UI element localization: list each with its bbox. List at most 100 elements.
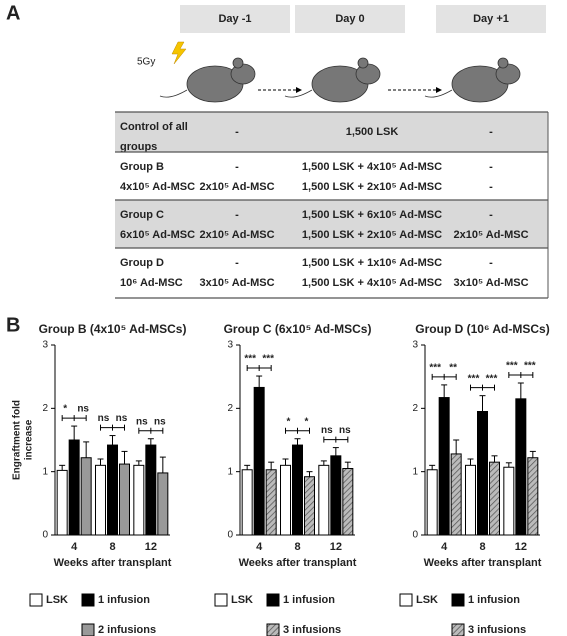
significance-label: ***	[429, 363, 441, 374]
mouse-icon	[159, 57, 256, 103]
bar	[280, 464, 291, 536]
y-tick-label: 0	[227, 530, 233, 541]
bar	[265, 469, 277, 536]
significance-label: ***	[468, 373, 480, 384]
x-tick-label: 4	[71, 541, 78, 553]
significance-label: ns	[77, 404, 89, 415]
y-tick-label: 3	[227, 340, 233, 351]
bar	[133, 464, 145, 536]
legend-label: 3 infusions	[468, 624, 526, 636]
y-tick-label: 0	[42, 530, 48, 541]
significance-label: ns	[136, 416, 148, 427]
arrow-head	[436, 87, 442, 93]
table-cell: -	[489, 181, 493, 193]
significance-label: ns	[154, 416, 166, 427]
table-cell: Group B	[120, 161, 164, 173]
table-cell: 1,500 LSK	[346, 126, 399, 138]
table-cell: 1,500 LSK + 2x10⁵ Ad-MSC	[302, 229, 442, 241]
table-row	[115, 112, 548, 152]
y-tick-label: 1	[42, 466, 48, 477]
legend-swatch	[29, 593, 43, 607]
bar	[157, 472, 169, 536]
chart-title: Group B (4x10⁵ Ad-MSCs)	[39, 322, 187, 336]
x-axis-label: Weeks after transplant	[239, 557, 357, 569]
day-header: Day -1	[218, 13, 251, 25]
legend-label: 1 infusion	[283, 594, 335, 606]
chart-title: Group D (10⁶ Ad-MSCs)	[415, 322, 549, 336]
table-cell: 4x10⁵ Ad-MSC	[120, 181, 195, 193]
day-header: Day 0	[335, 13, 364, 25]
table-cell: -	[235, 209, 239, 221]
y-tick-label: 1	[227, 466, 233, 477]
table-cell: -	[235, 257, 239, 269]
mouse-icon	[424, 57, 521, 103]
panel-label: A	[6, 2, 20, 24]
table-cell: 2x10⁵ Ad-MSC	[199, 229, 274, 241]
bar	[342, 468, 354, 536]
bar	[318, 464, 330, 536]
bar	[107, 444, 118, 536]
table-cell: -	[489, 257, 493, 269]
lightning-icon	[171, 41, 187, 65]
table-cell: groups	[120, 141, 157, 153]
legend-swatch	[81, 623, 95, 636]
legend-label: 1 infusion	[98, 594, 150, 606]
table-cell: 3x10⁵ Ad-MSC	[453, 277, 528, 289]
x-tick-label: 4	[441, 541, 448, 553]
bar	[119, 463, 130, 536]
significance-label: ***	[486, 373, 498, 384]
table-cell: -	[235, 161, 239, 173]
x-tick-label: 12	[330, 541, 342, 553]
x-tick-label: 12	[145, 541, 157, 553]
table-cell: 1,500 LSK + 4x10⁵ Ad-MSC	[302, 161, 442, 173]
day-header-box	[180, 5, 290, 33]
table-cell: 1,500 LSK + 1x10⁶ Ad-MSC	[302, 257, 442, 269]
legend-label: 1 infusion	[468, 594, 520, 606]
bar	[330, 455, 342, 536]
x-axis-label: Weeks after transplant	[54, 557, 172, 569]
significance-label: ns	[321, 425, 333, 436]
table-cell: 6x10⁵ Ad-MSC	[120, 229, 195, 241]
significance-label: *	[63, 404, 67, 415]
table-cell: 3x10⁵ Ad-MSC	[199, 277, 274, 289]
bar	[503, 466, 515, 536]
bar	[489, 461, 500, 536]
x-tick-label: 12	[515, 541, 527, 553]
panel-label: B	[6, 314, 20, 336]
table-cell: -	[235, 126, 239, 138]
y-axis-label: increase	[24, 419, 35, 460]
dose-label: 5Gy	[137, 57, 155, 68]
bar	[95, 464, 106, 536]
significance-label: ***	[524, 361, 536, 372]
table-row	[115, 152, 548, 200]
bar	[515, 398, 527, 536]
x-tick-label: 8	[294, 541, 300, 553]
table-cell: Control of all	[120, 121, 188, 133]
table-cell: Group D	[120, 257, 164, 269]
y-tick-label: 3	[412, 340, 418, 351]
legend-swatch	[266, 593, 280, 607]
table-cell: 1,500 LSK + 6x10⁵ Ad-MSC	[302, 209, 442, 221]
legend-label: LSK	[46, 594, 68, 606]
bar	[477, 411, 488, 536]
bar	[68, 439, 80, 536]
y-tick-label: 2	[412, 403, 418, 414]
bar	[527, 457, 539, 536]
table-cell: -	[489, 209, 493, 221]
y-tick-label: 1	[412, 466, 418, 477]
table-cell: 10⁶ Ad-MSC	[120, 277, 183, 289]
table-row	[115, 248, 548, 298]
y-tick-label: 0	[412, 530, 418, 541]
significance-label: ns	[339, 425, 351, 436]
significance-label: ns	[98, 413, 110, 424]
table-cell: 2x10⁵ Ad-MSC	[453, 229, 528, 241]
table-cell: Group C	[120, 209, 164, 221]
y-tick-label: 2	[227, 403, 233, 414]
table-row	[115, 200, 548, 248]
table-cell: -	[489, 126, 493, 138]
x-tick-label: 8	[109, 541, 115, 553]
table-cell: 2x10⁵ Ad-MSC	[199, 181, 274, 193]
bar	[145, 444, 157, 536]
bar	[292, 444, 303, 536]
